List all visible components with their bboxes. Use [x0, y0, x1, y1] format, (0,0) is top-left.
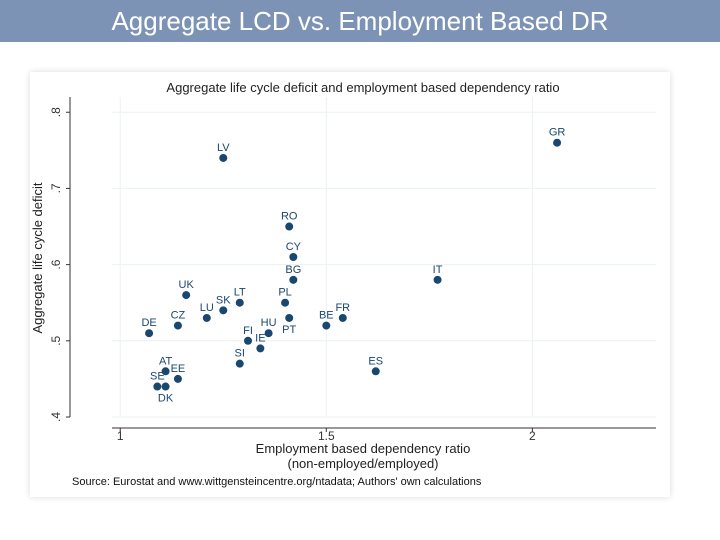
point-label-ee: EE — [171, 363, 186, 375]
chart-title: Aggregate life cycle deficit and employm… — [166, 80, 559, 95]
point-bg — [289, 275, 298, 284]
y-tick-label: .6 — [49, 259, 63, 269]
x-axis-label-sub: (non-employed/employed) — [287, 456, 438, 471]
point-se — [153, 382, 162, 391]
point-label-es: ES — [368, 355, 383, 367]
point-label-dk: DK — [158, 393, 174, 405]
grid-lines — [112, 97, 656, 418]
point-label-sk: SK — [216, 294, 231, 306]
slide-title: Aggregate LCD vs. Employment Based DR — [0, 0, 720, 42]
point-de — [145, 329, 154, 338]
point-pl — [281, 298, 290, 307]
point-label-be: BE — [319, 310, 334, 322]
plot-area — [112, 97, 656, 417]
axis-ticks: .4 .5 .6 .7 .8 1 1.5 2 — [49, 107, 536, 443]
point-cy — [289, 253, 298, 261]
point-label-lv: LV — [217, 142, 230, 154]
y-axis-label: Aggregate life cycle deficit — [30, 182, 45, 333]
point-label-uk: UK — [179, 279, 195, 291]
point-hu — [264, 329, 273, 338]
point-label-it: IT — [433, 264, 443, 276]
point-label-fr: FR — [335, 302, 350, 314]
point-label-lu: LU — [200, 302, 214, 314]
point-pt — [285, 313, 294, 322]
x-axis-label: Employment based dependency ratio — [256, 441, 471, 456]
point-label-se: SE — [150, 371, 165, 383]
point-ie — [256, 344, 265, 353]
point-lt — [235, 298, 244, 307]
point-fr — [338, 313, 347, 322]
point-label-cz: CZ — [171, 310, 186, 322]
point-dk — [161, 382, 170, 391]
y-tick-label: .4 — [49, 412, 63, 422]
point-cz — [173, 321, 182, 330]
point-label-at: AT — [159, 355, 173, 367]
source-note: Source: Eurostat and www.wittgensteincen… — [72, 476, 482, 488]
point-ro — [285, 222, 294, 231]
point-label-bg: BG — [285, 264, 301, 276]
point-label-lt: LT — [234, 287, 246, 299]
point-label-ro: RO — [281, 211, 298, 223]
y-tick-label: .7 — [49, 183, 63, 193]
y-tick-label: .5 — [49, 335, 63, 345]
x-tick-label: 1.5 — [318, 429, 335, 443]
point-sk — [219, 306, 228, 315]
point-it — [433, 275, 442, 284]
point-label-gr: GR — [549, 127, 566, 139]
point-es — [371, 367, 380, 376]
point-label-cy: CY — [286, 241, 302, 253]
point-at — [161, 367, 170, 376]
point-lu — [202, 313, 211, 322]
point-be — [322, 321, 331, 330]
x-tick-label: 2 — [529, 429, 536, 443]
y-tick-label: .8 — [49, 107, 63, 117]
point-label-pt: PT — [282, 324, 296, 336]
point-uk — [182, 291, 191, 300]
point-label-hu: HU — [261, 317, 277, 329]
point-si — [235, 359, 244, 368]
point-label-si: SI — [235, 348, 245, 360]
point-ee — [173, 374, 182, 383]
point-label-fi: FI — [243, 325, 253, 337]
point-label-ie: IE — [255, 332, 265, 344]
point-fi — [244, 336, 252, 345]
x-tick-label: 1 — [117, 429, 124, 443]
point-gr — [553, 138, 562, 147]
point-label-de: DE — [141, 317, 156, 329]
point-label-pl: PL — [278, 287, 291, 299]
point-lv — [219, 153, 228, 162]
